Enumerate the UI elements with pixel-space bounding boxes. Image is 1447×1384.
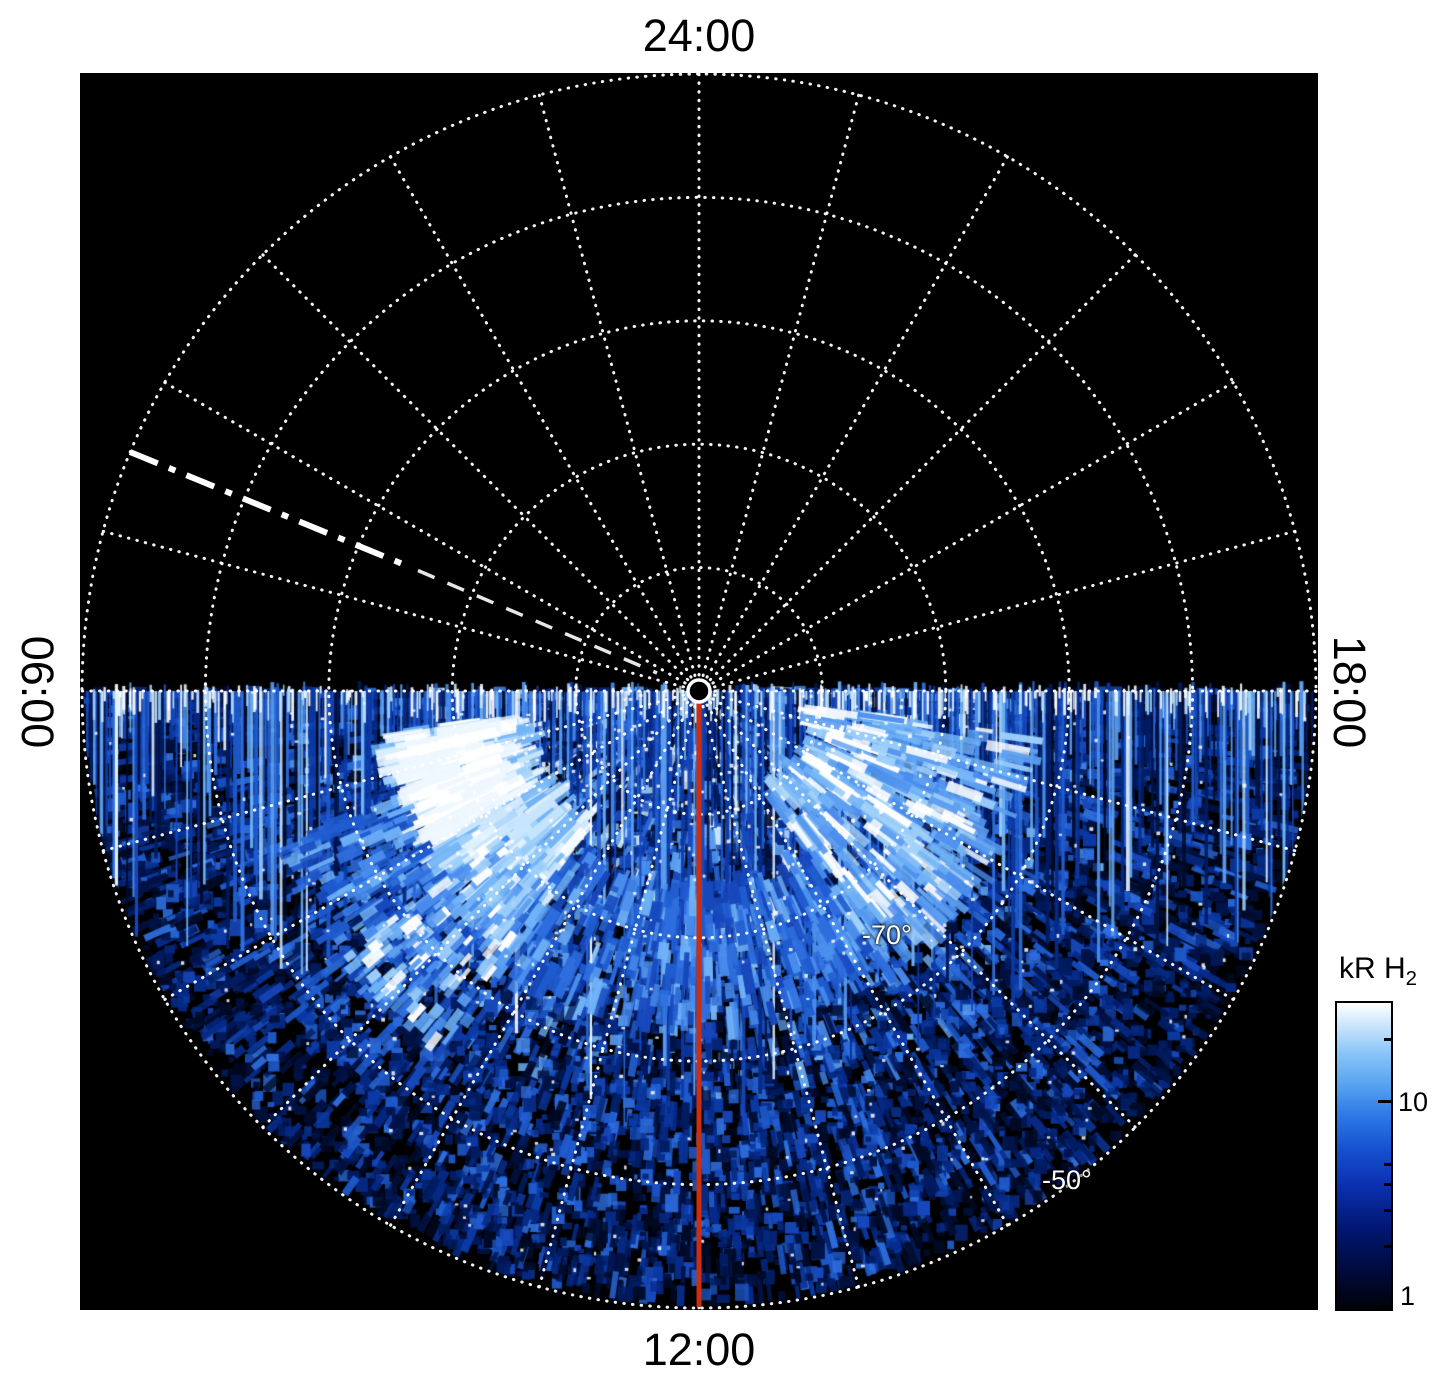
local-time-spoke bbox=[261, 253, 690, 682]
dash-dot-line-inner bbox=[417, 568, 658, 675]
latitude-ring bbox=[327, 319, 1071, 1063]
local-time-spoke bbox=[101, 529, 685, 689]
local-time-spoke bbox=[537, 705, 697, 1289]
local-time-spoke bbox=[261, 700, 690, 1129]
colorbar-tick bbox=[1384, 1182, 1391, 1186]
pole-marker-icon bbox=[686, 678, 712, 704]
time-label-0600: 06:00 bbox=[12, 635, 63, 749]
polar-grid-overlay bbox=[80, 73, 1318, 1310]
latitude-ring bbox=[574, 566, 824, 816]
time-label-1800: 18:00 bbox=[1324, 635, 1375, 749]
time-label-2400: 24:00 bbox=[642, 10, 756, 61]
colorbar-title: kR H2 bbox=[1305, 952, 1447, 991]
colorbar-tick bbox=[1384, 1245, 1391, 1249]
local-time-spoke bbox=[713, 693, 1297, 853]
dash-dot-line bbox=[128, 449, 412, 570]
colorbar-title-main: kR H bbox=[1338, 952, 1406, 985]
local-time-spoke bbox=[708, 253, 1137, 682]
colorbar-tick bbox=[1384, 1208, 1391, 1212]
local-time-spoke bbox=[713, 529, 1297, 689]
latitude-label-70: -70° bbox=[862, 920, 912, 950]
polar-plot-area: -70° -50° bbox=[80, 73, 1318, 1310]
colorbar-tick bbox=[1378, 1100, 1391, 1104]
colorbar bbox=[1335, 1001, 1393, 1311]
colorbar-title-sub: 2 bbox=[1405, 968, 1417, 990]
local-time-spoke bbox=[701, 705, 861, 1289]
colorbar-tick bbox=[1378, 1305, 1391, 1308]
latitude-label-50: -50° bbox=[1042, 1165, 1092, 1195]
local-time-spoke bbox=[537, 93, 697, 677]
colorbar-tick bbox=[1384, 1037, 1391, 1041]
local-time-spoke bbox=[101, 693, 685, 853]
colorbar-tick bbox=[1384, 1162, 1391, 1166]
colorbar-label-10: 10 bbox=[1398, 1087, 1429, 1117]
local-time-spoke bbox=[701, 93, 861, 677]
latitude-ring bbox=[450, 442, 948, 940]
colorbar-label-1: 1 bbox=[1400, 1281, 1416, 1311]
local-time-spoke bbox=[708, 700, 1137, 1129]
time-label-1200: 12:00 bbox=[642, 1324, 756, 1375]
